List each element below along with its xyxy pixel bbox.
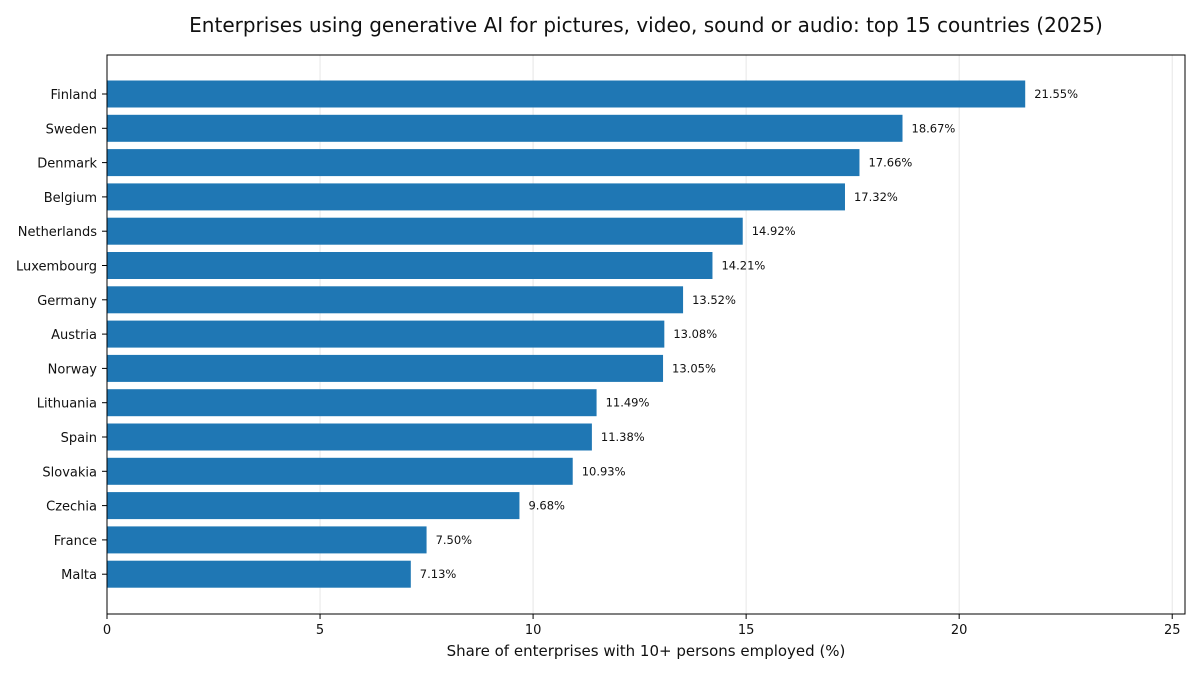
bar-malta [107,560,411,588]
gridlines [319,55,1173,614]
bar-czechia [107,492,520,520]
x-tick-label: 25 [1164,623,1181,638]
category-label-belgium: Belgium [44,191,97,206]
data-label-sweden: 18.67% [912,121,956,135]
bar-france [107,526,427,554]
category-labels: Finland Sweden Denmark Belgium Netherlands Lu… [16,88,107,583]
data-label-denmark: 17.66% [868,156,912,170]
data-label-slovakia: 10.93% [582,464,626,478]
category-label-luxembourg: Luxembourg [16,260,97,275]
category-label-netherlands: Netherlands [18,225,97,240]
x-tick-label: 20 [951,623,968,638]
x-tick-label: 5 [316,623,324,638]
category-label-norway: Norway [48,362,98,377]
x-axis-label: Share of enterprises with 10+ persons em… [447,642,846,660]
category-label-czechia: Czechia [46,500,97,515]
category-label-france: France [54,534,97,549]
data-label-germany: 13.52% [692,293,736,307]
bar-spain [107,423,592,451]
x-tick-label: 0 [103,623,111,638]
bar-finland [107,80,1026,108]
category-label-denmark: Denmark [37,157,97,172]
bar-austria [107,320,665,348]
data-label-czechia: 9.68% [528,499,565,513]
data-label-luxembourg: 14.21% [721,259,765,273]
data-label-lithuania: 11.49% [606,396,650,410]
bar-sweden [107,114,903,142]
data-label-spain: 11.38% [601,430,645,444]
data-label-france: 7.50% [436,533,473,547]
bar-luxembourg [107,252,713,279]
data-label-belgium: 17.32% [854,190,898,204]
bar-belgium [107,183,845,211]
category-label-slovakia: Slovakia [42,465,97,480]
bar-netherlands [107,217,743,245]
data-labels: 21.55% 18.67% 17.66% 17.32% 14.92% 14.21% 13.5… [420,87,1078,581]
bars [107,80,1026,588]
data-label-austria: 13.08% [673,327,717,341]
bar-slovakia [107,457,573,485]
category-label-lithuania: Lithuania [37,397,97,412]
category-label-sweden: Sweden [46,122,97,137]
data-label-malta: 7.13% [420,567,457,581]
category-label-germany: Germany [37,294,97,309]
bar-lithuania [107,389,597,417]
x-tick-label: 15 [738,623,755,638]
category-label-spain: Spain [61,431,97,446]
data-label-finland: 21.55% [1034,87,1078,101]
data-label-norway: 13.05% [672,361,716,375]
data-label-netherlands: 14.92% [752,224,796,238]
x-axis-ticks: 0 5 10 15 20 25 [103,614,1181,638]
chart-title: Enterprises using generative AI for pict… [189,13,1103,37]
category-label-malta: Malta [61,568,97,583]
x-tick-label: 10 [525,623,542,638]
category-label-finland: Finland [51,88,97,103]
bar-denmark [107,149,860,177]
category-label-austria: Austria [51,328,97,343]
plot-frame [106,54,1186,615]
bar-germany [107,286,684,314]
bar-norway [107,354,664,382]
